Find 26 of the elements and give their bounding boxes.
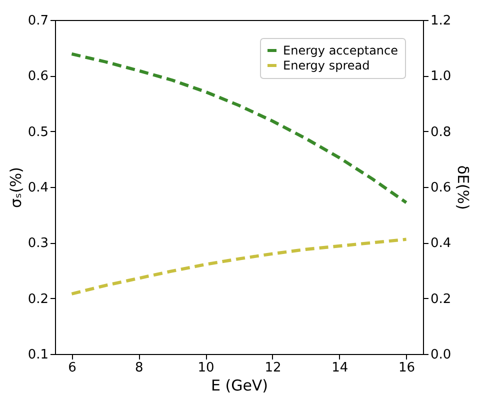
- x-tick-label: 6: [68, 360, 76, 376]
- y2-tick-label: 0.6: [430, 180, 452, 196]
- line-series: [70, 238, 408, 296]
- y-tick-label: 0.2: [28, 292, 48, 307]
- y-tick-label: 0.5: [28, 124, 48, 140]
- legend-label: Energy spread: [283, 58, 370, 72]
- y-tick-label: 0.3: [28, 236, 48, 252]
- y2-tick-label: 1.2: [430, 14, 452, 28]
- x-tick-label: 16: [398, 360, 416, 376]
- x-tick-label: 10: [198, 360, 214, 376]
- x-tick-label: 8: [134, 360, 144, 376]
- y-tick-label: 0.1: [28, 348, 48, 362]
- y-tick-label: 0.4: [28, 180, 48, 196]
- y2-tick-label: 0.2: [430, 292, 452, 307]
- y-tick-label: 0.6: [28, 69, 48, 84]
- x-axis-title: E (GeV): [210, 376, 268, 394]
- y-axis-title: σₛ(%): [6, 166, 25, 208]
- y2-tick-label: 0.8: [430, 124, 452, 140]
- x-tick-label: 14: [332, 360, 348, 376]
- legend-label: Energy acceptance: [283, 44, 398, 58]
- y2-tick-label: 0.0: [430, 348, 452, 362]
- x-tick-label: 12: [264, 360, 282, 376]
- y2-tick-label: 1.0: [430, 69, 452, 84]
- y-tick-label: 0.7: [28, 14, 48, 28]
- y2-axis-title: δE(%): [454, 165, 472, 210]
- y2-tick-label: 0.4: [430, 236, 452, 252]
